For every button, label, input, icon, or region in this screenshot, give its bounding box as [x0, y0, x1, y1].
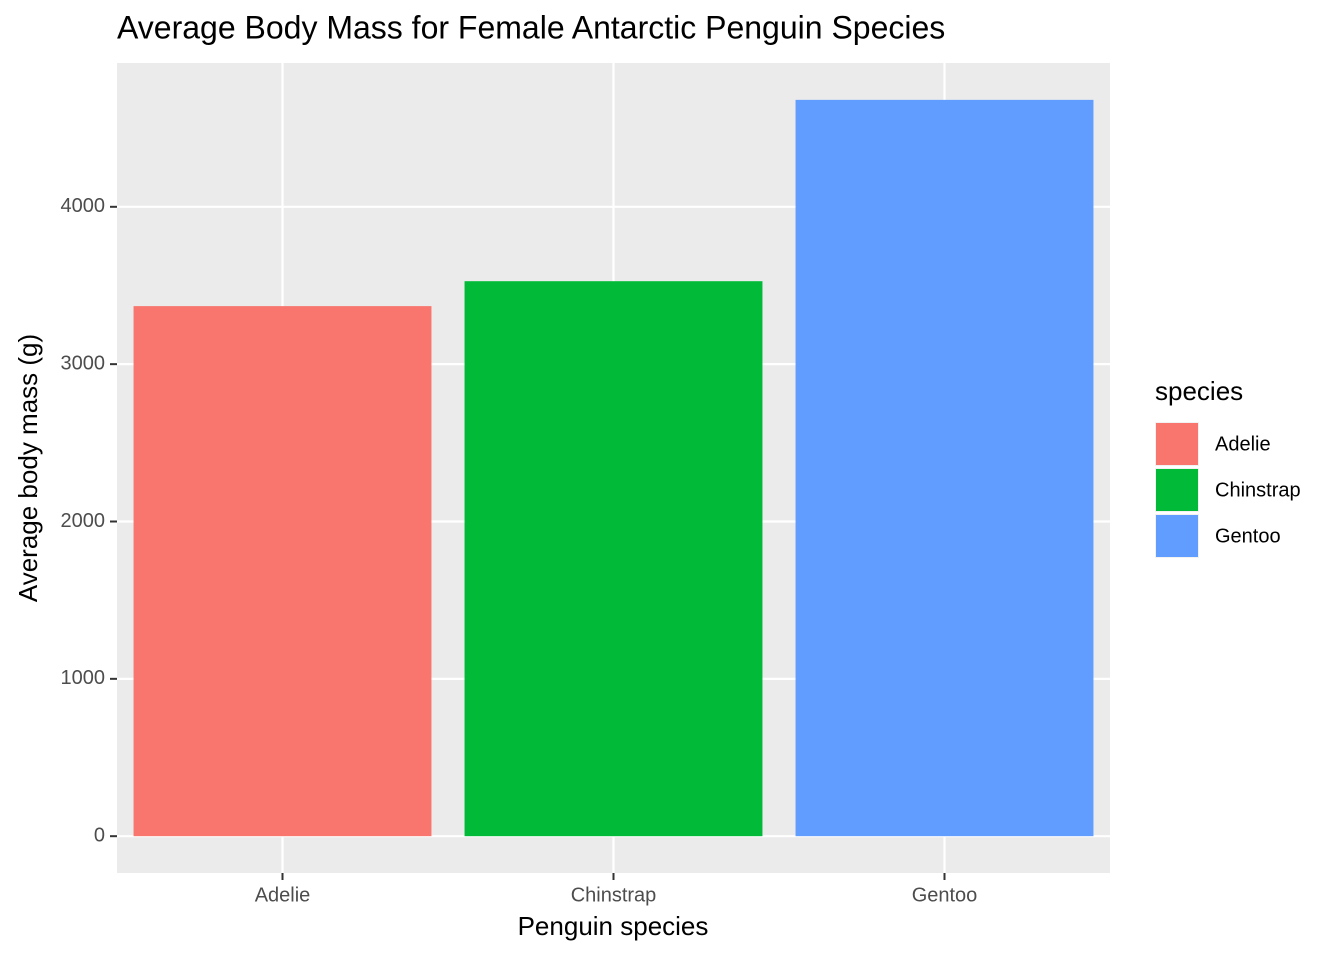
x-tick-label: Adelie — [255, 884, 311, 906]
chart-title: Average Body Mass for Female Antarctic P… — [117, 9, 945, 45]
x-tick-label: Gentoo — [912, 884, 978, 906]
x-axis-label: Penguin species — [518, 911, 709, 941]
legend-swatch — [1156, 469, 1198, 511]
y-tick-label: 4000 — [61, 195, 106, 217]
y-tick-label: 2000 — [61, 510, 106, 532]
legend-swatch — [1156, 423, 1198, 465]
legend-label: Adelie — [1215, 433, 1271, 455]
legend-swatch — [1156, 515, 1198, 557]
y-tick-label: 3000 — [61, 352, 106, 374]
bar — [464, 281, 763, 837]
y-axis-label: Average body mass (g) — [13, 334, 43, 602]
legend-label: Gentoo — [1215, 525, 1281, 547]
bar — [133, 306, 432, 837]
legend-label: Chinstrap — [1215, 479, 1301, 501]
y-tick-label: 1000 — [61, 667, 106, 689]
bar — [795, 99, 1094, 837]
legend-title: species — [1155, 376, 1243, 406]
x-tick-label: Chinstrap — [571, 884, 657, 906]
y-tick-label: 0 — [94, 824, 105, 846]
